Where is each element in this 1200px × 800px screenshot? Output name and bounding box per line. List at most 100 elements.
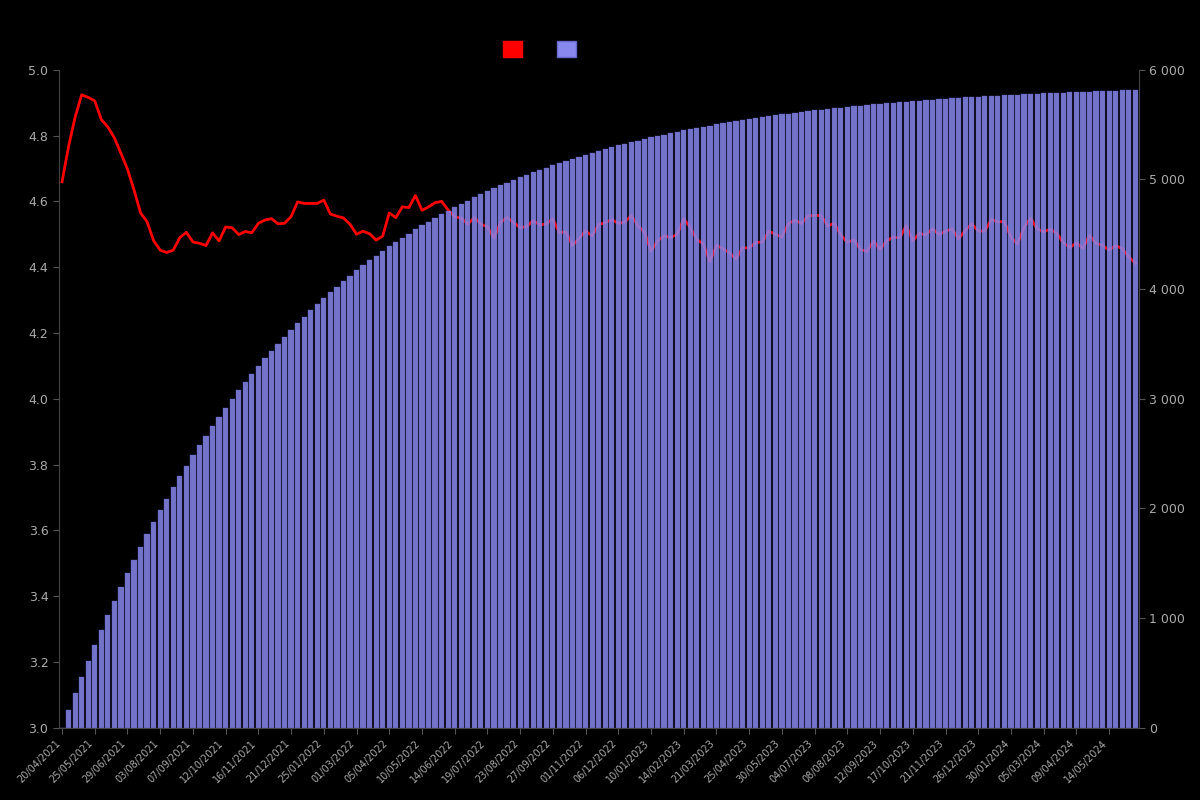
Bar bbox=[282, 337, 287, 728]
Bar bbox=[354, 270, 359, 728]
Bar bbox=[610, 147, 614, 728]
Bar bbox=[682, 130, 686, 728]
Bar bbox=[72, 694, 78, 728]
Bar bbox=[269, 351, 274, 728]
Bar bbox=[917, 101, 922, 728]
Bar bbox=[92, 645, 97, 728]
Bar bbox=[910, 101, 916, 728]
Bar bbox=[203, 435, 209, 728]
Bar bbox=[439, 214, 444, 728]
Bar bbox=[79, 677, 84, 728]
Bar bbox=[877, 104, 883, 728]
Bar bbox=[242, 382, 248, 728]
Bar bbox=[602, 149, 608, 728]
Bar bbox=[491, 188, 497, 728]
Bar bbox=[596, 151, 601, 728]
Bar bbox=[466, 201, 470, 728]
Bar bbox=[1080, 92, 1086, 728]
Bar bbox=[799, 112, 804, 728]
Bar bbox=[792, 113, 798, 728]
Legend: , : , bbox=[498, 37, 590, 62]
Bar bbox=[936, 99, 942, 728]
Bar bbox=[511, 180, 516, 728]
Bar bbox=[773, 115, 778, 728]
Bar bbox=[976, 97, 980, 728]
Bar bbox=[380, 251, 385, 728]
Bar bbox=[956, 98, 961, 728]
Bar bbox=[629, 142, 634, 728]
Bar bbox=[1015, 94, 1020, 728]
Bar bbox=[400, 238, 404, 728]
Bar bbox=[812, 110, 817, 728]
Bar bbox=[191, 455, 196, 728]
Bar bbox=[210, 426, 215, 728]
Bar bbox=[720, 123, 726, 728]
Bar bbox=[779, 114, 785, 728]
Bar bbox=[695, 128, 700, 728]
Bar bbox=[949, 98, 955, 728]
Bar bbox=[733, 121, 739, 728]
Bar bbox=[1061, 93, 1066, 728]
Bar bbox=[347, 276, 353, 728]
Bar bbox=[229, 399, 235, 728]
Bar bbox=[1106, 91, 1111, 728]
Bar bbox=[106, 615, 110, 728]
Bar bbox=[341, 281, 346, 728]
Bar bbox=[760, 117, 764, 728]
Bar bbox=[661, 134, 667, 728]
Bar bbox=[832, 108, 836, 728]
Bar bbox=[740, 120, 745, 728]
Bar bbox=[557, 163, 562, 728]
Bar bbox=[890, 102, 895, 728]
Bar bbox=[623, 144, 628, 728]
Bar bbox=[530, 172, 536, 728]
Bar bbox=[930, 100, 935, 728]
Bar bbox=[845, 107, 850, 728]
Bar bbox=[367, 261, 372, 728]
Bar bbox=[328, 292, 332, 728]
Bar bbox=[668, 133, 673, 728]
Bar bbox=[898, 102, 902, 728]
Bar bbox=[413, 230, 418, 728]
Bar bbox=[432, 218, 438, 728]
Bar bbox=[786, 114, 791, 728]
Bar bbox=[616, 146, 620, 728]
Bar bbox=[864, 105, 870, 728]
Bar bbox=[589, 153, 595, 728]
Bar bbox=[551, 166, 556, 728]
Bar bbox=[170, 487, 176, 728]
Bar bbox=[995, 96, 1001, 728]
Bar bbox=[524, 175, 529, 728]
Bar bbox=[445, 210, 451, 728]
Bar bbox=[112, 601, 118, 728]
Bar bbox=[1034, 94, 1039, 728]
Bar bbox=[1074, 92, 1079, 728]
Bar bbox=[98, 630, 104, 728]
Bar bbox=[504, 182, 510, 728]
Bar bbox=[151, 522, 156, 728]
Bar bbox=[66, 710, 71, 728]
Bar bbox=[132, 560, 137, 728]
Bar bbox=[648, 138, 654, 728]
Bar bbox=[216, 417, 222, 728]
Bar bbox=[373, 256, 379, 728]
Bar bbox=[184, 466, 188, 728]
Bar bbox=[1048, 93, 1052, 728]
Bar bbox=[818, 110, 823, 728]
Bar bbox=[1042, 94, 1046, 728]
Bar bbox=[263, 358, 268, 728]
Bar bbox=[962, 98, 967, 728]
Bar bbox=[805, 111, 811, 728]
Bar bbox=[746, 119, 752, 728]
Bar bbox=[485, 191, 490, 728]
Bar bbox=[884, 103, 889, 728]
Bar bbox=[164, 498, 169, 728]
Bar bbox=[295, 323, 300, 728]
Bar bbox=[583, 154, 588, 728]
Bar bbox=[178, 477, 182, 728]
Bar bbox=[838, 107, 844, 728]
Bar bbox=[858, 106, 863, 728]
Bar bbox=[1126, 90, 1132, 728]
Bar bbox=[308, 310, 313, 728]
Bar bbox=[452, 207, 457, 728]
